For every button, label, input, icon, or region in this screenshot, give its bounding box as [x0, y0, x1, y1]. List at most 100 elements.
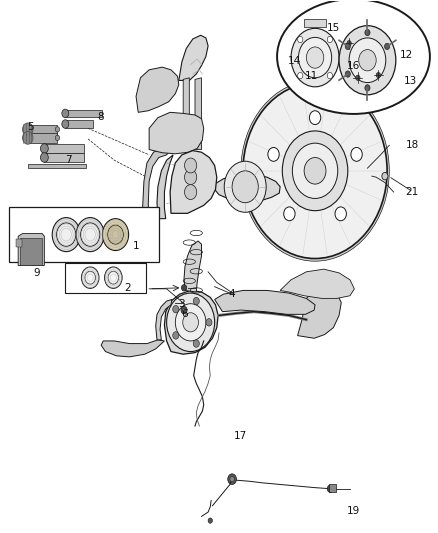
Circle shape — [105, 267, 122, 288]
Polygon shape — [28, 133, 57, 143]
Polygon shape — [157, 155, 173, 219]
Circle shape — [76, 217, 104, 252]
Polygon shape — [136, 67, 179, 112]
Circle shape — [57, 223, 76, 246]
Circle shape — [243, 83, 387, 259]
Circle shape — [81, 267, 99, 288]
Text: 6: 6 — [181, 309, 187, 319]
Circle shape — [345, 43, 350, 50]
FancyBboxPatch shape — [9, 207, 159, 262]
Circle shape — [382, 172, 388, 180]
Text: 5: 5 — [27, 122, 34, 132]
Text: 12: 12 — [400, 50, 413, 60]
Circle shape — [297, 72, 303, 79]
Polygon shape — [18, 233, 44, 265]
Polygon shape — [28, 125, 57, 134]
Circle shape — [365, 85, 370, 91]
Circle shape — [284, 207, 295, 221]
Circle shape — [339, 26, 396, 95]
Circle shape — [351, 148, 362, 161]
Circle shape — [40, 144, 48, 154]
Circle shape — [173, 305, 179, 313]
Text: 3: 3 — [179, 298, 185, 309]
Circle shape — [283, 131, 348, 211]
Text: 19: 19 — [347, 506, 360, 516]
Polygon shape — [16, 239, 21, 247]
Circle shape — [183, 309, 185, 312]
Circle shape — [173, 332, 179, 339]
Text: 11: 11 — [305, 71, 318, 81]
Text: 2: 2 — [124, 283, 131, 293]
Polygon shape — [65, 120, 93, 128]
Text: 8: 8 — [97, 111, 103, 122]
Polygon shape — [195, 78, 201, 150]
Circle shape — [208, 518, 212, 523]
Circle shape — [327, 36, 332, 43]
Circle shape — [193, 340, 199, 348]
Polygon shape — [215, 173, 280, 201]
Polygon shape — [304, 19, 326, 27]
Text: 7: 7 — [65, 155, 72, 165]
Text: 14: 14 — [287, 56, 301, 66]
Polygon shape — [101, 340, 164, 357]
Polygon shape — [184, 241, 201, 292]
Polygon shape — [297, 289, 341, 338]
Circle shape — [304, 158, 326, 184]
Circle shape — [22, 123, 33, 136]
Circle shape — [292, 143, 338, 198]
Polygon shape — [164, 290, 218, 354]
Circle shape — [181, 306, 187, 314]
Polygon shape — [170, 151, 217, 213]
Text: 4: 4 — [229, 289, 235, 299]
Circle shape — [108, 225, 124, 244]
Polygon shape — [215, 290, 315, 314]
Circle shape — [22, 132, 33, 144]
Text: 15: 15 — [327, 23, 340, 34]
Text: 13: 13 — [403, 77, 417, 86]
Circle shape — [327, 485, 333, 492]
Circle shape — [230, 477, 234, 482]
Circle shape — [40, 153, 48, 163]
Text: 18: 18 — [405, 140, 419, 150]
Polygon shape — [149, 112, 204, 154]
Circle shape — [184, 184, 197, 199]
Circle shape — [376, 72, 381, 78]
Circle shape — [52, 217, 80, 252]
Ellipse shape — [277, 0, 430, 114]
Circle shape — [291, 28, 339, 87]
Circle shape — [62, 120, 69, 128]
Circle shape — [232, 171, 258, 203]
Polygon shape — [28, 164, 86, 168]
Circle shape — [349, 38, 386, 83]
Circle shape — [327, 72, 332, 79]
Circle shape — [309, 111, 321, 125]
Polygon shape — [155, 300, 172, 340]
Circle shape — [184, 158, 197, 173]
Text: 9: 9 — [33, 268, 40, 278]
Circle shape — [306, 47, 324, 68]
Circle shape — [347, 41, 351, 46]
Circle shape — [241, 80, 389, 261]
Polygon shape — [179, 35, 208, 80]
Circle shape — [55, 127, 60, 132]
Circle shape — [184, 169, 197, 184]
Circle shape — [298, 37, 332, 78]
Circle shape — [81, 223, 100, 246]
Circle shape — [102, 219, 129, 251]
Circle shape — [385, 43, 390, 50]
Polygon shape — [183, 78, 189, 150]
Circle shape — [55, 135, 60, 141]
FancyBboxPatch shape — [65, 263, 146, 293]
Circle shape — [335, 207, 346, 221]
Circle shape — [166, 293, 215, 352]
Circle shape — [365, 29, 370, 36]
Circle shape — [224, 161, 266, 212]
Circle shape — [181, 285, 187, 291]
Polygon shape — [329, 484, 336, 492]
Circle shape — [85, 271, 95, 284]
Polygon shape — [280, 269, 354, 298]
Circle shape — [206, 319, 212, 326]
Circle shape — [108, 271, 119, 284]
Text: 17: 17 — [233, 431, 247, 441]
Circle shape — [62, 109, 69, 118]
